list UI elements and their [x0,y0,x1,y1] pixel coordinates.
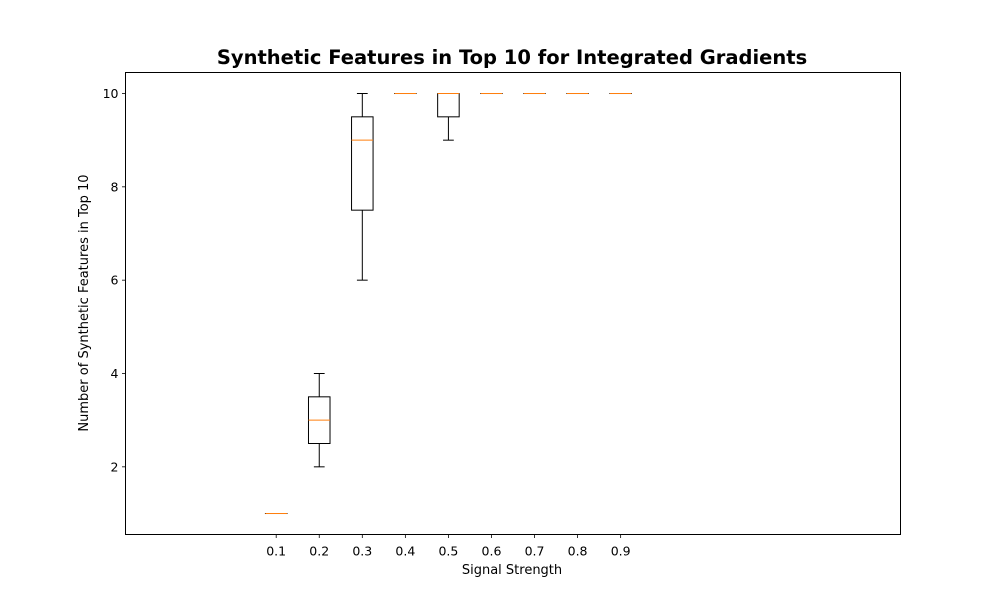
iqr-box [351,116,374,211]
y-tick-label: 4 [111,366,119,381]
y-tick-label: 6 [111,273,119,288]
box-0.3 [351,93,374,281]
x-axis-label: Signal Strength [462,563,562,578]
iqr-box [437,93,460,118]
y-tick-label: 8 [111,179,119,194]
plot-frame [125,72,901,535]
y-tick-label: 10 [103,86,119,101]
x-axis: 0.1 0.2 0.3 0.4 0.5 0.6 0.7 0.8 0.9 [266,534,631,559]
x-tick-label: 0.1 [266,544,286,559]
box-0.5 [437,93,460,141]
x-tick-label: 0.3 [352,544,372,559]
x-tick-label: 0.4 [395,544,415,559]
y-tick-label: 2 [111,459,119,474]
x-tick-label: 0.6 [482,544,502,559]
x-tick-label: 0.9 [611,544,631,559]
chart-title: Synthetic Features in Top 10 for Integra… [217,46,807,69]
x-tick-label: 0.7 [525,544,545,559]
box-series [264,93,632,515]
box-0.2 [307,373,331,468]
x-tick-label: 0.5 [438,544,458,559]
x-tick-label: 0.2 [309,544,329,559]
y-axis-label: Number of Synthetic Features in Top 10 [77,174,92,431]
y-axis: 2 4 6 8 10 [103,86,126,474]
x-tick-label: 0.8 [568,544,588,559]
